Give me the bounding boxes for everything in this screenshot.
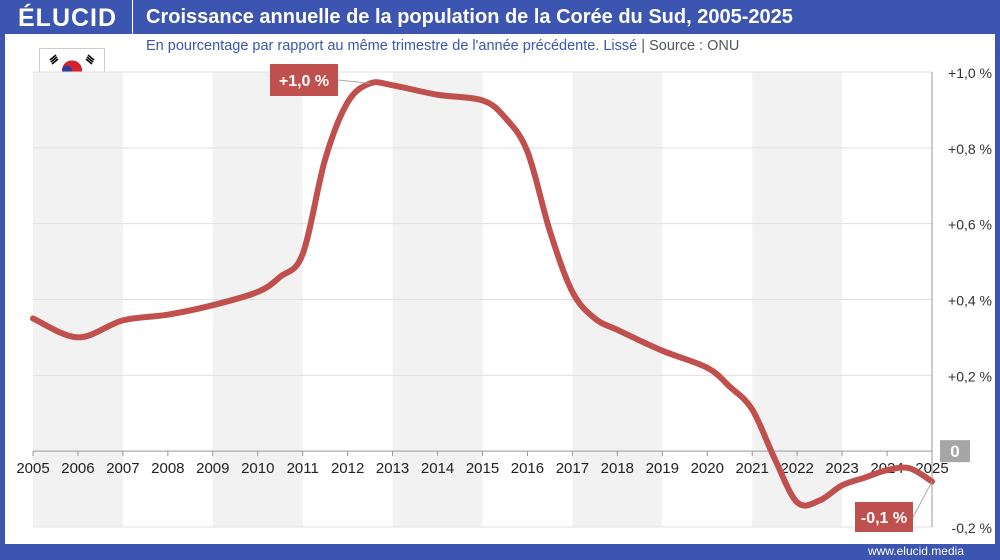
x-tick-label: 2015 bbox=[466, 460, 499, 477]
chart-title: Croissance annuelle de la population de … bbox=[146, 6, 793, 28]
annotation-label: -0,1 % bbox=[861, 510, 907, 527]
x-tick-label: 2006 bbox=[61, 460, 94, 477]
x-tick-label: 2016 bbox=[511, 460, 544, 477]
y-tick-label: -0,2 % bbox=[952, 520, 992, 536]
x-tick-label: 2011 bbox=[287, 460, 319, 477]
x-tick-label: 2007 bbox=[106, 460, 139, 477]
footer-url[interactable]: www.elucid.media bbox=[867, 544, 964, 558]
y-tick-label: +0,6 % bbox=[948, 217, 992, 233]
x-tick-label: 2018 bbox=[601, 460, 634, 477]
subtitle-text: En pourcentage par rapport au même trime… bbox=[146, 38, 638, 54]
x-tick-label: 2014 bbox=[421, 460, 454, 477]
y-tick-label: +0,2 % bbox=[948, 368, 992, 384]
x-tick-label: 2012 bbox=[331, 460, 364, 477]
divider bbox=[132, 0, 133, 34]
y-tick-label: +0,8 % bbox=[948, 141, 992, 157]
x-tick-label: 2009 bbox=[196, 460, 229, 477]
y-tick-label: +0,4 % bbox=[948, 293, 992, 309]
x-tick-label: 2023 bbox=[825, 460, 858, 477]
annotation-leader bbox=[337, 79, 371, 84]
header-bar: ÉLUCID Croissance annuelle de la populat… bbox=[0, 0, 1000, 34]
x-tick-label: 2005 bbox=[16, 460, 49, 477]
x-tick-label: 2020 bbox=[691, 460, 724, 477]
subtitle: En pourcentage par rapport au même trime… bbox=[146, 38, 739, 54]
y-tick-label: +1,0 % bbox=[948, 65, 992, 81]
annotation-leader bbox=[912, 481, 933, 518]
source: Source : ONU bbox=[649, 38, 740, 54]
y-tick-label: 0 bbox=[950, 442, 959, 461]
annotation-box bbox=[855, 502, 913, 532]
zero-badge bbox=[940, 440, 970, 463]
logo: ÉLUCID bbox=[18, 4, 118, 32]
series-line bbox=[30, 79, 935, 509]
x-tick-label: 2017 bbox=[556, 460, 589, 477]
separator: | bbox=[641, 38, 646, 54]
x-tick-label: 2019 bbox=[646, 460, 679, 477]
x-tick-label: 2022 bbox=[780, 460, 813, 477]
annotation-box bbox=[270, 64, 338, 96]
x-tick-label: 2010 bbox=[241, 460, 274, 477]
x-tick-label: 2008 bbox=[151, 460, 184, 477]
x-tick-label: 2021 bbox=[736, 460, 769, 477]
x-tick-label: 2013 bbox=[376, 460, 409, 477]
annotation-label: +1,0 % bbox=[279, 73, 329, 90]
